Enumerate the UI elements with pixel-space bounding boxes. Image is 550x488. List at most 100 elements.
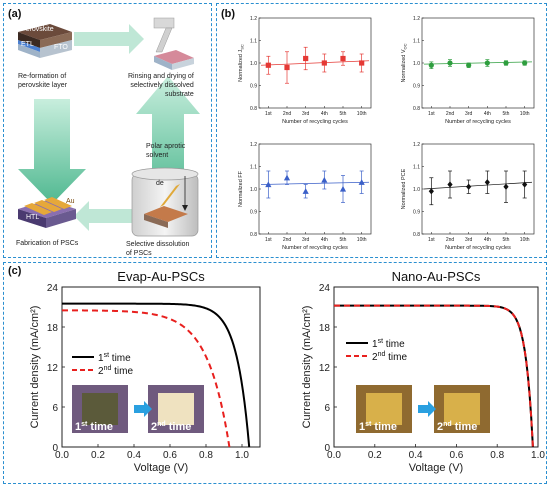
panel-c: (c) Evap-Au-PSCs 0.0 0.2 0.4 0.6 0.8 1.0 0 6 12 18… bbox=[3, 262, 547, 484]
y-tick-label: 12 bbox=[319, 363, 331, 374]
de-label: de bbox=[156, 180, 164, 187]
step-dissolution: Selective dissolution of PSCs bbox=[126, 241, 190, 257]
etl-label: ETL bbox=[21, 41, 34, 48]
chart-title: Evap-Au-PSCs bbox=[117, 269, 205, 284]
x-tick-label: 2nd bbox=[283, 111, 292, 117]
x-tick-label: 4th bbox=[321, 111, 328, 117]
x-tick-label: 0.6 bbox=[163, 450, 177, 461]
y-tick-label: 24 bbox=[47, 283, 59, 294]
x-axis-label: Number of recycling cycles bbox=[445, 245, 511, 251]
perovskite-label: Perovskite bbox=[21, 26, 54, 33]
data-point bbox=[321, 60, 327, 66]
data-point bbox=[321, 176, 328, 183]
data-point bbox=[484, 179, 490, 186]
data-point bbox=[359, 60, 365, 66]
x-tick-label: 10th bbox=[520, 237, 530, 243]
data-point bbox=[265, 181, 272, 188]
device-photo-electrode bbox=[158, 393, 194, 425]
recycling-chart-1: 1.2 1.1 1.0 0.9 0.8 1st 2nd 3rd 4th 5th 10th Number… bbox=[238, 16, 372, 125]
y-axis-label: Normalized JSC bbox=[238, 44, 245, 82]
x-tick-label: 0.4 bbox=[409, 450, 423, 461]
jv-curve-2 bbox=[61, 309, 231, 448]
jv-charts: Evap-Au-PSCs 0.0 0.2 0.4 0.6 0.8 1.0 0 6 12 18 24 Vo… bbox=[29, 269, 545, 474]
device-photo-electrode bbox=[82, 393, 118, 425]
data-point bbox=[428, 188, 434, 195]
recycling-chart-3: 1.2 1.1 1.0 0.9 0.8 1st 2nd 3rd 4th 5th 10th Number… bbox=[238, 142, 372, 251]
y-tick-label: 12 bbox=[47, 363, 59, 374]
jv-curve-2 bbox=[334, 304, 534, 448]
x-tick-label: 5th bbox=[340, 237, 347, 243]
x-tick-label: 2nd bbox=[446, 237, 455, 243]
data-point bbox=[303, 55, 309, 62]
y-tick-label: 0.9 bbox=[250, 84, 257, 90]
process-schematic bbox=[18, 17, 200, 237]
arrow-top bbox=[74, 24, 144, 54]
y-tick-label: 6 bbox=[324, 403, 330, 414]
x-tick-label: 0.8 bbox=[490, 450, 504, 461]
arrow-right-icon bbox=[134, 401, 152, 417]
x-tick-label: 4th bbox=[484, 237, 491, 243]
au-label: Au bbox=[66, 198, 75, 205]
y-axis-label: Normalized VOC bbox=[401, 43, 408, 82]
photo-label: 1st time bbox=[75, 421, 113, 433]
x-tick-label: 10th bbox=[357, 111, 367, 117]
chart-frame bbox=[421, 143, 535, 235]
fit-line bbox=[423, 181, 533, 190]
chart-frame bbox=[258, 143, 372, 235]
y-tick-label: 1.2 bbox=[413, 142, 420, 148]
x-tick-label: 4th bbox=[321, 237, 328, 243]
x-axis-label: Number of recycling cycles bbox=[445, 119, 511, 125]
x-tick-label: 1st bbox=[428, 111, 435, 117]
y-tick-label: 0.9 bbox=[250, 210, 257, 216]
x-tick-label: 1.0 bbox=[531, 450, 545, 461]
data-point bbox=[283, 174, 291, 181]
data-point bbox=[522, 60, 528, 66]
data-point bbox=[522, 181, 528, 188]
legend-label: 1st time bbox=[98, 352, 131, 364]
data-point bbox=[466, 62, 472, 68]
x-tick-label: 0.8 bbox=[199, 450, 213, 461]
arrow-down-left bbox=[18, 99, 86, 204]
x-tick-label: 3rd bbox=[302, 237, 309, 243]
panel-b: (b) 1.2 1.1 1.0 0.9 0.8 1st 2nd 3rd 4th 5th 10th Nu… bbox=[216, 3, 547, 258]
y-tick-label: 24 bbox=[319, 283, 331, 294]
x-tick-label: 0.2 bbox=[91, 450, 105, 461]
step-solvent: Polar aprotic solvent bbox=[146, 143, 186, 159]
x-tick-label: 0.0 bbox=[55, 450, 69, 461]
panel-a: (a) bbox=[3, 3, 212, 258]
y-tick-label: 0.9 bbox=[413, 210, 420, 216]
x-tick-label: 0.2 bbox=[368, 450, 382, 461]
recycling-charts: 1.2 1.1 1.0 0.9 0.8 1st 2nd 3rd 4th 5th 10th Number… bbox=[238, 16, 535, 251]
y-tick-label: 0.8 bbox=[250, 106, 257, 112]
legend-label: 2nd time bbox=[372, 351, 407, 363]
data-point bbox=[428, 62, 434, 68]
y-axis-label: Normalized FF bbox=[238, 170, 244, 207]
data-point bbox=[503, 183, 509, 190]
y-tick-label: 1.1 bbox=[413, 39, 420, 45]
data-point bbox=[484, 60, 490, 66]
x-axis-label: Voltage (V) bbox=[409, 462, 463, 474]
y-tick-label: 1.0 bbox=[250, 61, 257, 67]
data-point bbox=[302, 188, 309, 194]
legend-label: 1st time bbox=[372, 338, 405, 350]
recycling-chart-2: 1.2 1.1 1.0 0.9 0.8 1st 2nd 3rd 4th 5th 10th Number… bbox=[401, 16, 535, 125]
panel-b-label: (b) bbox=[221, 8, 236, 20]
x-tick-label: 4th bbox=[484, 111, 491, 117]
x-tick-label: 5th bbox=[503, 237, 510, 243]
fit-line bbox=[423, 61, 533, 65]
y-tick-label: 1.2 bbox=[250, 16, 257, 22]
y-tick-label: 1.1 bbox=[250, 39, 257, 45]
x-tick-label: 10th bbox=[520, 111, 530, 117]
photo-label: 2nd time bbox=[437, 421, 477, 433]
x-axis-label: Number of recycling cycles bbox=[282, 245, 348, 251]
y-tick-label: 6 bbox=[52, 403, 58, 414]
device-photo-electrode bbox=[366, 393, 402, 425]
data-point bbox=[503, 60, 509, 66]
jv-chart-1: Evap-Au-PSCs 0.0 0.2 0.4 0.6 0.8 1.0 0 6 12 18 24 Vo… bbox=[29, 269, 261, 474]
y-tick-label: 1.0 bbox=[413, 61, 420, 67]
panel-a-label: (a) bbox=[8, 8, 22, 20]
recycling-chart-4: 1.2 1.1 1.0 0.9 0.8 1st 2nd 3rd 4th 5th 10th Number… bbox=[401, 142, 535, 251]
y-tick-label: 0.8 bbox=[413, 106, 420, 112]
y-tick-label: 0.8 bbox=[413, 232, 420, 238]
device-photo-electrode bbox=[444, 393, 480, 425]
